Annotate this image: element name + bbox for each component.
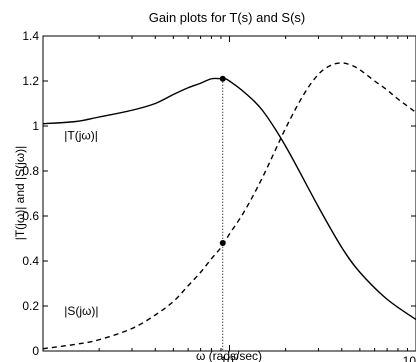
y-tick-label: 0.6: [22, 209, 39, 223]
marker-dot: [219, 240, 226, 246]
marker-dot: [219, 75, 226, 82]
x-tick-label-exponent: 0: [234, 352, 239, 362]
series-annotation: |T(jω)|: [64, 129, 98, 143]
y-axis-label: |T(jω)| and |S(jω)|: [13, 146, 27, 241]
y-tick-label: 0.4: [22, 254, 39, 268]
series-line-T: [42, 77, 416, 321]
x-tick-label-base: 10: [403, 354, 416, 362]
y-tick-label: 0: [32, 344, 39, 358]
x-tick-label: 100: [220, 352, 238, 362]
series-annotations: |T(jω)| |S(jω)|: [64, 129, 98, 319]
x-axis-label: ω (rads/sec): [196, 349, 262, 362]
y-axis-ticks: 0 0.2 0.4 0.6 0.8 1 1.2 1.4: [22, 29, 416, 358]
y-tick-label: 0.8: [22, 164, 39, 178]
marker-points: [219, 75, 226, 246]
series-annotation: |S(jω)|: [64, 304, 98, 318]
y-tick-label: 1.4: [22, 29, 39, 43]
plot-frame: [42, 35, 416, 352]
x-tick-label-base: 10: [220, 354, 234, 362]
x-tick-label: 10: [403, 354, 416, 362]
y-tick-label: 1: [32, 119, 39, 133]
y-tick-label: 1.2: [22, 74, 39, 88]
chart-title: Gain plots for T(s) and S(s): [149, 10, 306, 25]
x-axis-ticks: 100 10: [42, 36, 416, 362]
series-line-S: [42, 62, 416, 350]
y-tick-label: 0.2: [22, 299, 39, 313]
